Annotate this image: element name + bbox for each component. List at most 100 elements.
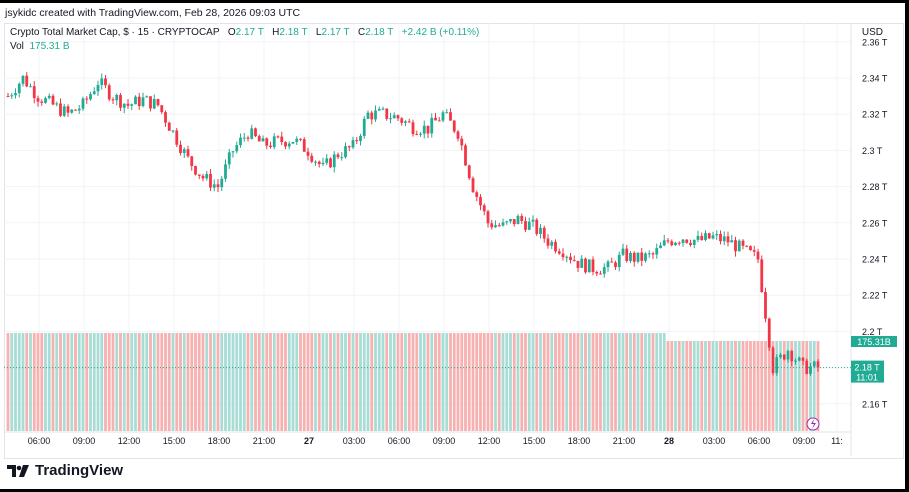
- volume-bar: [404, 333, 407, 431]
- volume-bar: [295, 333, 299, 431]
- price-tick-label: 2.34 T: [862, 74, 888, 84]
- volume-bar: [587, 333, 591, 431]
- price-tick-label: 2.36 T: [862, 37, 888, 47]
- volume-bar: [216, 333, 220, 431]
- candle-body: [107, 85, 111, 100]
- volume-bar: [767, 341, 771, 431]
- candle-body: [276, 136, 280, 138]
- price-chart[interactable]: 2.36 T 2.34 T 2.32 T 2.3 T 2.28 T 2.26 T 2.24 …: [0, 3, 905, 463]
- candle-body: [719, 234, 722, 242]
- candle-body: [36, 98, 40, 102]
- volume-bar: [209, 333, 212, 431]
- candle-body: [310, 155, 314, 162]
- volume-bar: [96, 333, 100, 431]
- candle-body: [359, 135, 362, 142]
- candle-body: [749, 246, 752, 251]
- candle-body: [767, 318, 771, 348]
- price-badge: [851, 360, 884, 383]
- volume-bar: [122, 333, 126, 431]
- volume-bar: [310, 333, 314, 431]
- price-tick-label: 2.3 T: [862, 146, 883, 156]
- candle-body: [366, 112, 370, 119]
- symbol-title[interactable]: Crypto Total Market Cap, $ · 15 · CRYPTO…: [10, 27, 220, 38]
- volume-bar: [422, 333, 426, 431]
- time-tick-label: 03:00: [703, 436, 726, 446]
- volume-bar: [66, 333, 70, 431]
- candle-body: [149, 96, 152, 109]
- candle-body: [6, 96, 10, 98]
- volume-bar: [647, 333, 651, 431]
- candle-body: [666, 240, 670, 242]
- volume-bar: [437, 333, 441, 431]
- candle-body: [737, 240, 741, 252]
- candle-body: [760, 259, 764, 293]
- volume-bar: [786, 341, 790, 431]
- volume-bar: [359, 333, 362, 431]
- volume-bar: [104, 333, 107, 431]
- candle-body: [280, 136, 284, 143]
- price-tick-label: 2.22 T: [862, 291, 888, 301]
- volume-bar: [415, 333, 419, 431]
- candle-body: [119, 94, 122, 108]
- candle-body: [715, 234, 719, 236]
- currency-label[interactable]: USD: [861, 27, 883, 38]
- volume-bar: [201, 333, 205, 431]
- volume-bar: [355, 333, 359, 431]
- volume-bar: [569, 333, 572, 431]
- candle-body: [449, 112, 452, 121]
- candle-body: [261, 138, 265, 142]
- candle-body: [197, 174, 201, 176]
- volume-bar: [77, 333, 81, 431]
- candle-body: [625, 248, 629, 261]
- volume-bar: [130, 333, 134, 431]
- candle-body: [302, 139, 306, 152]
- candle-body: [741, 240, 745, 246]
- candle-body: [685, 239, 689, 243]
- candle-body: [786, 350, 790, 360]
- open-value: 2.17 T: [235, 27, 264, 38]
- volume-bar: [347, 333, 351, 431]
- volume-bar: [520, 333, 524, 431]
- price-tick-label: 2.28 T: [862, 182, 888, 192]
- volume-bar: [535, 333, 539, 431]
- volume-bar: [317, 333, 321, 431]
- volume-bar: [494, 333, 497, 431]
- volume-bar: [250, 333, 254, 431]
- candle-body: [396, 115, 400, 119]
- volume-bar: [179, 333, 182, 431]
- volume-bar: [445, 333, 449, 431]
- candle-body: [21, 75, 25, 84]
- time-tick-label: 27: [304, 436, 314, 446]
- candle-body: [314, 161, 317, 163]
- chart-frame[interactable]: [4, 23, 904, 459]
- volume-bar: [291, 333, 295, 431]
- candle-body: [486, 211, 490, 224]
- volume-bar: [756, 341, 760, 431]
- volume-bar: [689, 341, 692, 431]
- candle-body: [509, 219, 512, 222]
- candle-body: [722, 236, 726, 242]
- volume-bar: [280, 333, 284, 431]
- volume-bar: [332, 333, 336, 431]
- volume-bar: [490, 333, 494, 431]
- time-tick-label: 15:00: [163, 436, 186, 446]
- candle-body: [287, 143, 291, 147]
- candle-body: [816, 361, 820, 368]
- volume-badge: [851, 336, 897, 347]
- volume-bar: [595, 333, 599, 431]
- candle-body: [587, 259, 591, 273]
- volume-bar: [482, 333, 486, 431]
- candle-body: [235, 145, 239, 152]
- volume-bar: [715, 341, 719, 431]
- volume-bar: [726, 341, 730, 431]
- candle-body: [535, 219, 539, 234]
- price-tick-label: 2.26 T: [862, 218, 888, 228]
- volume-bar: [212, 333, 216, 431]
- volume-value: 175.31 B: [29, 41, 70, 52]
- volume-bar: [527, 333, 531, 431]
- candle-body: [14, 93, 17, 96]
- candle-body: [595, 272, 599, 274]
- volume-bar: [74, 333, 77, 431]
- legend: Crypto Total Market Cap, $ · 15 · CRYPTO…: [10, 26, 479, 54]
- candle-body: [659, 245, 662, 249]
